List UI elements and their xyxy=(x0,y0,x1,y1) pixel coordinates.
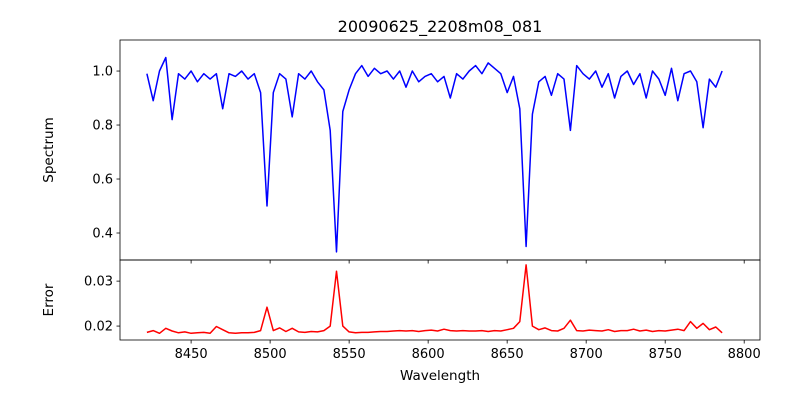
series-line-error xyxy=(146,264,723,335)
y-tick-label: 1.0 xyxy=(92,65,113,80)
y-tick-label: 0.03 xyxy=(84,275,113,290)
x-tick-label: 8550 xyxy=(333,347,366,362)
y-tick-label: 0.8 xyxy=(92,119,113,134)
y-tick-label: 0.02 xyxy=(84,320,113,335)
y-axis-label-error: Error xyxy=(41,283,57,316)
axes-frame xyxy=(119,259,761,341)
chart-title: 20090625_2208m08_081 xyxy=(338,17,543,37)
x-tick-label: 8800 xyxy=(728,347,761,362)
y-axis-label-spectrum: Spectrum xyxy=(41,117,57,182)
error-axes: 0.02 0.03 8450 8500 8550 8600 8650 8700 8750 8800 xyxy=(84,259,761,362)
x-tick-label: 8450 xyxy=(175,347,208,362)
spectrum-axes: 0.4 0.6 0.8 1.0 xyxy=(92,39,761,264)
x-tick-label: 8750 xyxy=(649,347,682,362)
y-tick-label: 0.4 xyxy=(92,227,113,242)
y-tick-label: 0.6 xyxy=(92,173,113,188)
x-tick-label: 8500 xyxy=(254,347,287,362)
x-axis-label: Wavelength xyxy=(400,368,480,384)
series-line-spectrum xyxy=(146,56,723,253)
x-tick-label: 8600 xyxy=(412,347,445,362)
x-tick-label: 8650 xyxy=(491,347,524,362)
x-tick-label: 8700 xyxy=(570,347,603,362)
